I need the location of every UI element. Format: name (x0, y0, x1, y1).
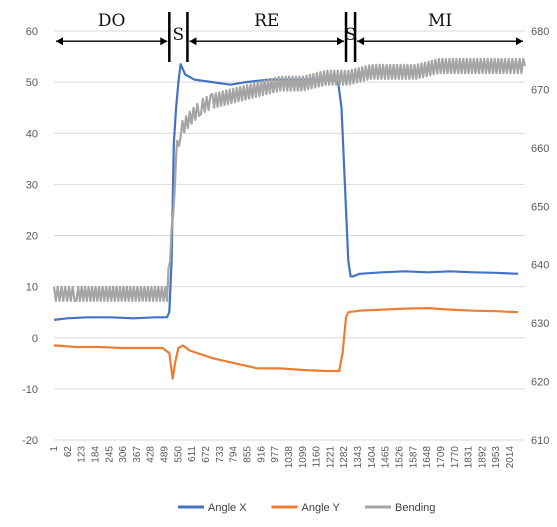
x-tick-label: 733 (215, 446, 226, 463)
phase-label: RE (254, 11, 279, 31)
x-tick-label: 62 (63, 446, 74, 458)
phase-label: DO (98, 11, 126, 31)
x-tick-label: 1587 (408, 446, 419, 469)
x-tick-label: 977 (270, 446, 281, 463)
left-axis: -20 -10 0 10 20 30 40 50 60 (22, 26, 38, 447)
right-tick-label: 650 (531, 201, 549, 213)
x-tick-label: 1404 (367, 446, 378, 469)
right-tick-label: 620 (531, 377, 549, 389)
legend-label: Bending (395, 502, 435, 514)
phase-arrowhead (337, 37, 345, 46)
right-tick-label: 660 (531, 143, 549, 155)
x-axis: 1 62 123 184 245 306 367 428 489 550 611 672 733 794 8… (49, 446, 516, 469)
phase-label: MI (428, 11, 452, 31)
left-tick-label: 0 (32, 333, 38, 345)
right-tick-label: 640 (531, 260, 549, 272)
left-tick-label: 30 (26, 179, 38, 191)
right-tick-label: 610 (531, 435, 549, 447)
x-tick-label: 1526 (394, 446, 405, 469)
x-tick-label: 489 (160, 446, 171, 463)
x-tick-label: 1953 (491, 446, 502, 469)
x-tick-label: 855 (242, 446, 253, 463)
x-tick-label: 1648 (422, 446, 433, 469)
legend-item: Bending (365, 502, 435, 514)
legend-label: Angle Y (302, 502, 341, 514)
x-tick-label: 794 (229, 446, 240, 463)
right-axis: 610 620 630 640 650 660 670 680 (531, 26, 549, 447)
x-tick-label: 1099 (298, 446, 309, 469)
phase-arrowhead (357, 37, 365, 46)
gridlines (54, 30, 525, 441)
x-tick-label: 1038 (284, 446, 295, 469)
x-tick-label: 1892 (477, 446, 488, 469)
phase-arrowhead (516, 37, 523, 46)
series-line-bending (52, 57, 527, 302)
x-tick-label: 916 (256, 446, 267, 463)
x-tick-label: 1343 (353, 446, 364, 469)
series-line-angle-y (53, 307, 519, 380)
x-tick-label: 1282 (339, 446, 350, 469)
left-tick-label: 10 (26, 282, 38, 294)
phase-label: S (173, 25, 185, 45)
x-tick-label: 1221 (325, 446, 336, 469)
legend-label: Angle X (208, 502, 247, 514)
phase-arrowhead (189, 37, 197, 46)
x-tick-label: 1160 (312, 446, 323, 468)
x-tick-label: 1831 (464, 446, 475, 469)
x-tick-label: 2014 (505, 446, 516, 469)
x-tick-label: 306 (118, 446, 129, 463)
right-tick-label: 670 (531, 84, 549, 96)
left-tick-label: -10 (22, 384, 38, 396)
x-tick-label: 611 (187, 446, 198, 462)
x-tick-label: 367 (132, 446, 143, 463)
left-tick-label: -20 (22, 435, 38, 447)
left-tick-label: 20 (26, 231, 38, 243)
legend-item: Angle Y (271, 502, 341, 514)
phase-annotations: DO S RE S MI (56, 11, 523, 62)
right-tick-label: 680 (531, 26, 549, 38)
series-line-angle-x (53, 63, 519, 321)
legend-item: Angle X (178, 502, 247, 514)
x-tick-label: 245 (104, 446, 115, 463)
phase-arrowhead (160, 37, 168, 46)
x-tick-label: 1709 (436, 446, 447, 469)
legend: Angle X Angle Y Bending (178, 502, 435, 514)
x-tick-label: 428 (146, 446, 157, 463)
left-tick-label: 40 (26, 128, 38, 140)
x-tick-label: 672 (201, 446, 212, 463)
x-tick-label: 123 (77, 446, 88, 463)
left-tick-label: 50 (26, 77, 38, 89)
x-tick-label: 184 (90, 446, 101, 463)
phase-label: S (345, 25, 357, 45)
series-lines (52, 57, 527, 380)
x-tick-label: 1770 (450, 446, 461, 469)
phase-arrowhead (56, 37, 63, 46)
left-tick-label: 60 (26, 26, 38, 38)
x-tick-label: 1 (49, 446, 60, 452)
x-tick-label: 1465 (381, 446, 392, 469)
x-tick-label: 550 (173, 446, 184, 463)
right-tick-label: 630 (531, 318, 549, 330)
